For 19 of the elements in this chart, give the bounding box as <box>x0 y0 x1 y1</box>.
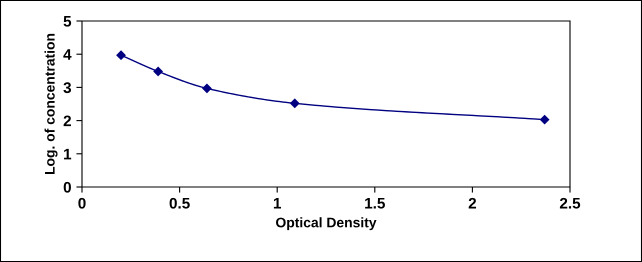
y-tick-label: 5 <box>64 16 72 27</box>
point <box>290 98 300 108</box>
x-axis-title: Optical Density <box>276 217 376 230</box>
x-tick-label: 2.5 <box>560 198 580 209</box>
y-tick-label: 1 <box>64 148 72 160</box>
x-tick-label: 2 <box>468 198 476 208</box>
y-tick-label: 3 <box>63 82 72 94</box>
x-tick-label: 1.5 <box>365 198 385 209</box>
x-tick-label: 0.5 <box>170 198 190 209</box>
y-tick-label: 4 <box>63 49 72 60</box>
point <box>154 66 163 76</box>
point <box>116 50 126 60</box>
y-axis-title: Log. of concentration <box>44 34 58 174</box>
x-tick-label: 1 <box>274 198 282 208</box>
y-tick-label: 2 <box>64 115 71 126</box>
x-tick-label: 0 <box>78 198 86 209</box>
point <box>540 114 550 124</box>
point <box>202 84 212 94</box>
y-tick-label: 0 <box>64 182 71 193</box>
